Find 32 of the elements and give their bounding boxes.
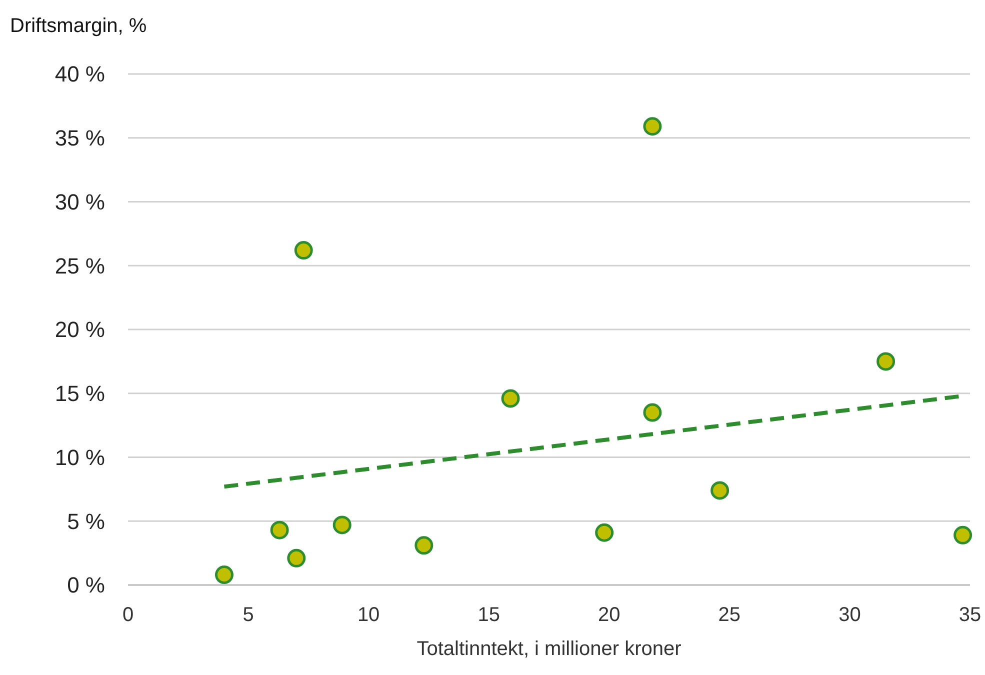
x-tick-label: 0 bbox=[122, 604, 134, 626]
x-axis-title: Totaltinntekt, i millioner kroner bbox=[416, 638, 682, 660]
x-tick-label: 25 bbox=[718, 604, 741, 626]
point bbox=[643, 403, 662, 422]
x-tick-label: 35 bbox=[958, 604, 982, 626]
x-tick-label: 20 bbox=[598, 604, 620, 626]
point bbox=[287, 548, 306, 568]
point bbox=[294, 241, 313, 260]
point bbox=[954, 526, 972, 544]
point bbox=[270, 520, 289, 540]
point bbox=[332, 516, 352, 534]
y-tick-label: 15 % bbox=[54, 381, 105, 406]
point bbox=[876, 352, 896, 371]
point bbox=[414, 536, 434, 555]
point bbox=[595, 523, 614, 542]
y-tick-label: 5 % bbox=[67, 508, 105, 534]
y-tick-label: 40 % bbox=[54, 62, 105, 87]
y-tick-label: 25 % bbox=[54, 253, 105, 278]
point bbox=[643, 117, 662, 136]
y-tick-label: 0 % bbox=[67, 572, 105, 598]
x-tick-label: 10 bbox=[357, 604, 380, 626]
point bbox=[501, 389, 520, 408]
y-tick-label: 10 % bbox=[54, 444, 105, 470]
y-tick-label: 35 % bbox=[54, 126, 105, 151]
y-tick-label: 30 % bbox=[54, 189, 105, 214]
point bbox=[710, 481, 730, 500]
x-tick-label: 15 bbox=[478, 604, 500, 626]
y-tick-label: 20 % bbox=[54, 317, 105, 342]
y-axis-title: Driftsmargin, % bbox=[10, 15, 147, 37]
x-tick-label: 5 bbox=[242, 604, 254, 626]
point bbox=[214, 566, 234, 584]
x-tick-label: 30 bbox=[838, 604, 861, 626]
